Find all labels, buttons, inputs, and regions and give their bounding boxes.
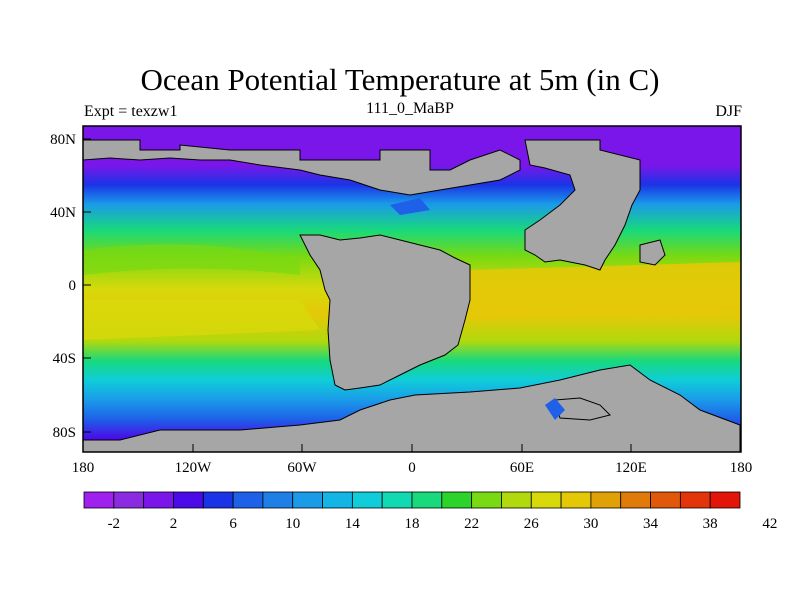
america-africa — [299, 234, 471, 391]
x-tick-label: 180 — [72, 460, 95, 476]
x-tick-label: 60E — [510, 460, 534, 476]
colorbar-label: 30 — [583, 516, 598, 532]
east-island — [639, 239, 666, 266]
colorbar-swatch — [351, 491, 383, 509]
colorbar-swatch — [202, 491, 234, 509]
y-tick-label: 80N — [50, 132, 76, 148]
colorbar-swatch — [173, 491, 204, 509]
season-label: DJF — [715, 103, 742, 120]
y-tick-label: 0 — [69, 278, 77, 294]
colorbar-swatch — [709, 491, 741, 509]
colorbar-label: 34 — [643, 516, 659, 532]
colorbar-label: -2 — [108, 516, 121, 532]
colorbar-swatch — [113, 491, 145, 509]
colorbar-swatch — [381, 491, 413, 509]
map-title: Ocean Potential Temperature at 5m (in C) — [140, 62, 660, 97]
y-tick-marks — [83, 138, 91, 433]
x-tick-label: 120W — [175, 460, 213, 476]
x-tick-label: 0 — [408, 460, 416, 476]
colorbar-label: 10 — [285, 516, 300, 532]
x-tick-label: 180 — [730, 460, 753, 476]
arctic-land — [82, 139, 521, 196]
period-label: 111_0_MaBP — [366, 100, 454, 117]
colorbar-swatch — [501, 491, 532, 509]
pacific-band — [83, 244, 300, 275]
colorbar-swatch — [322, 491, 353, 509]
colorbar-label: 42 — [762, 516, 777, 532]
colorbar-label: 14 — [345, 516, 361, 532]
colorbar-swatch — [530, 491, 562, 509]
colorbar-swatch — [620, 491, 651, 509]
colorbar-swatch — [471, 491, 502, 509]
warm-pool — [470, 262, 740, 320]
colorbar-label: 6 — [229, 516, 237, 532]
experiment-label: Expt = texzw1 — [84, 103, 178, 120]
colorbar-label: 26 — [524, 516, 540, 532]
colorbar-swatch — [411, 491, 443, 509]
north-sea — [390, 198, 430, 215]
land — [82, 139, 741, 453]
y-tick-label: 40S — [53, 351, 76, 367]
colorbar-swatch — [292, 491, 323, 509]
colorbar-swatch — [143, 491, 174, 509]
colorbar-label: 38 — [703, 516, 718, 532]
colorbar — [83, 491, 741, 509]
x-tick-label: 60W — [287, 460, 317, 476]
colorbar-swatch — [590, 491, 622, 509]
y-tick-label: 80S — [53, 425, 76, 441]
southern-island — [554, 397, 611, 421]
colorbar-swatch — [83, 491, 115, 509]
colorbar-swatch — [262, 491, 294, 509]
colorbar-swatch — [560, 491, 592, 509]
colorbar-label: 22 — [464, 516, 479, 532]
colorbar-label: 18 — [405, 516, 420, 532]
colorbar-swatch — [232, 491, 264, 509]
eurasia — [524, 139, 641, 271]
colorbar-label: 2 — [170, 516, 178, 532]
warm-pool-west — [83, 300, 320, 340]
colorbar-swatch — [650, 491, 681, 509]
colorbar-labels: -2 2 6 10 14 18 22 26 30 34 38 42 — [108, 516, 778, 532]
colorbar-swatch — [679, 491, 711, 509]
colorbar-swatch — [441, 491, 473, 509]
x-tick-label: 120E — [615, 460, 647, 476]
inland-sea — [545, 398, 565, 420]
x-tick-marks — [82, 444, 742, 452]
y-tick-label: 40N — [50, 205, 76, 221]
